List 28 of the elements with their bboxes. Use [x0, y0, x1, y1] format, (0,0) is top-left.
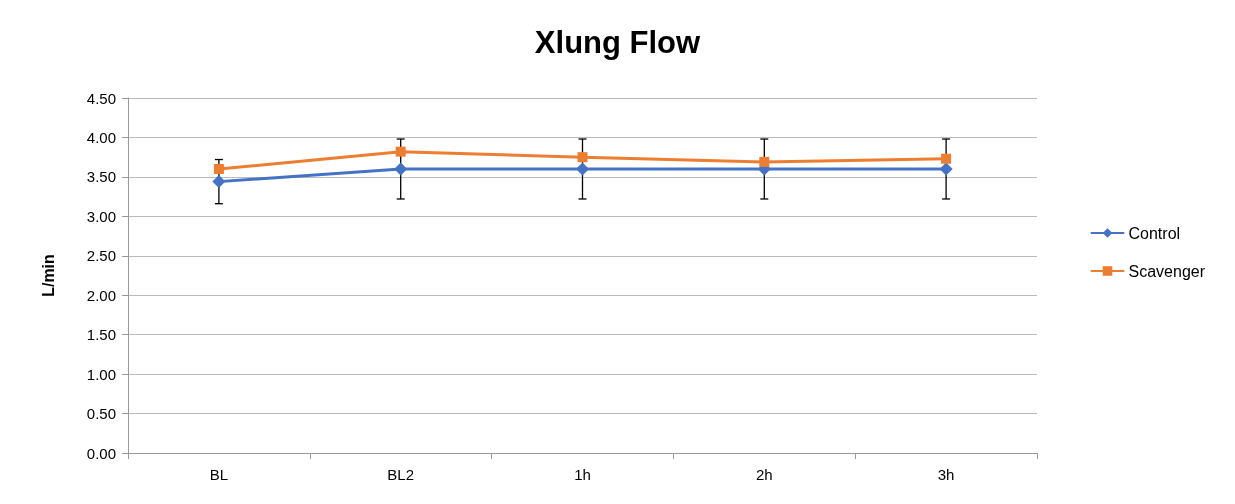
y-tick-label: 4.50 [86, 89, 116, 107]
y-tick-label: 0.50 [86, 405, 116, 423]
x-tick-label: 3h [937, 466, 955, 483]
x-tick-label: 1h [574, 466, 591, 483]
legend-label: Control [1128, 224, 1181, 242]
point [939, 162, 953, 176]
y-tick-label: 2.50 [86, 247, 116, 265]
y-tick-label: 0.00 [86, 444, 116, 462]
point [941, 153, 952, 164]
point [213, 164, 224, 174]
point [212, 175, 226, 189]
x-tick-label: BL [209, 466, 229, 483]
point [576, 162, 589, 176]
point [577, 152, 588, 163]
chart-title: Xlung Flow [534, 25, 702, 60]
x-tick-label: BL2 [387, 466, 415, 483]
y-tick-label: 1.50 [86, 326, 116, 344]
y-axis-title: L/min [39, 254, 57, 297]
y-tick-label: 3.50 [86, 168, 116, 186]
point [394, 162, 408, 176]
point [759, 156, 770, 167]
x-tick-label: 2h [755, 466, 773, 483]
legend-label: Scavenger [1128, 262, 1206, 280]
point [395, 146, 406, 157]
y-tick-label: 3.00 [86, 207, 116, 225]
y-tick-label: 4.00 [86, 128, 116, 146]
y-tick-label: 2.00 [86, 286, 116, 304]
y-tick-label: 1.00 [86, 365, 116, 383]
